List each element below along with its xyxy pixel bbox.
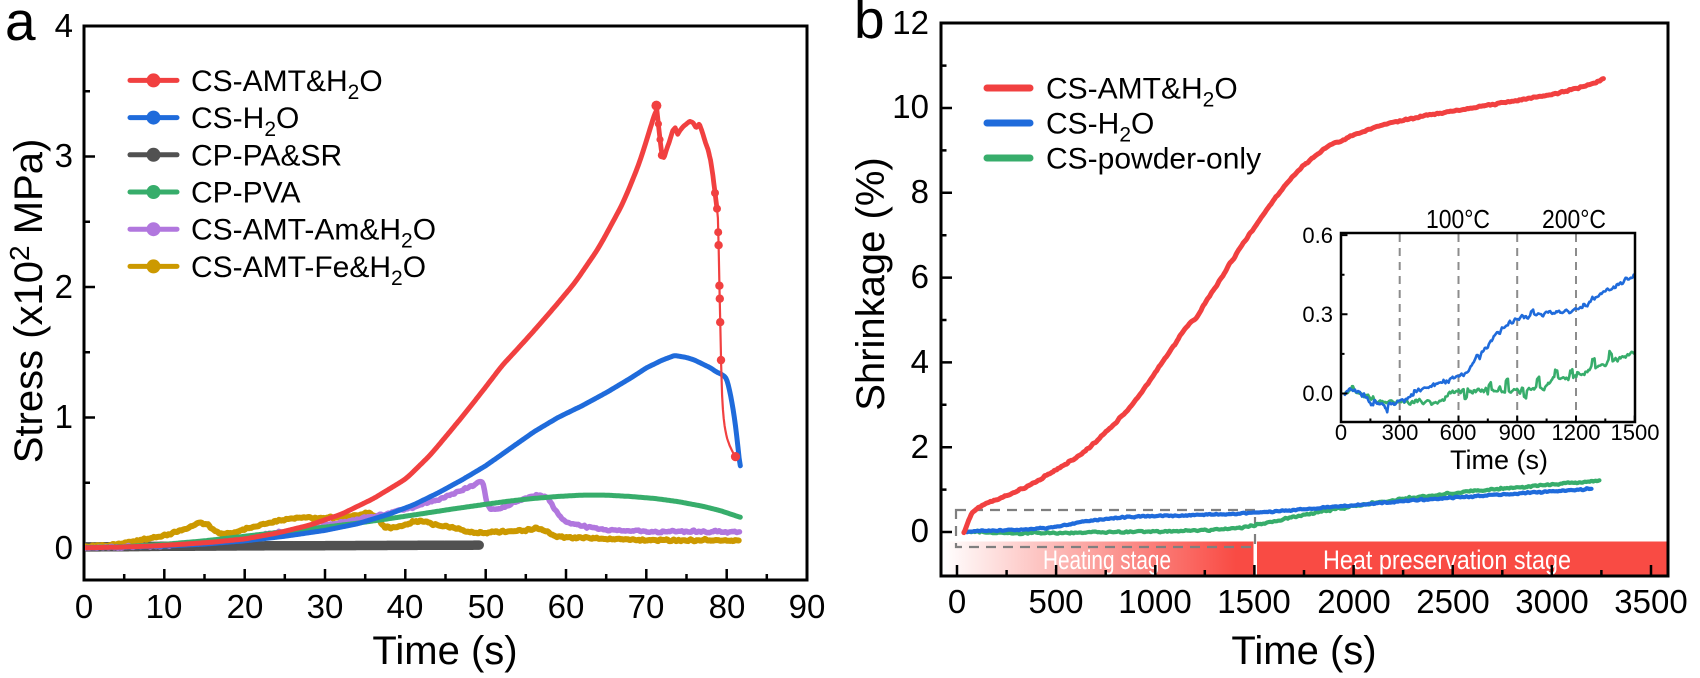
svg-text:CS-H2O: CS-H2O: [1046, 108, 1154, 147]
svg-text:Shrinkage (%): Shrinkage (%): [849, 157, 893, 410]
svg-text:Heat preservation stage: Heat preservation stage: [1323, 545, 1571, 575]
svg-text:1500: 1500: [1217, 583, 1290, 620]
svg-text:300: 300: [1382, 420, 1419, 445]
svg-text:0.0: 0.0: [1302, 381, 1333, 406]
svg-text:1500: 1500: [1611, 420, 1660, 445]
svg-text:CS-H2O: CS-H2O: [191, 102, 299, 141]
svg-text:Stress (x102 MPa): Stress (x102 MPa): [4, 139, 51, 464]
svg-text:500: 500: [1028, 583, 1083, 620]
svg-text:b: b: [854, 0, 885, 50]
svg-text:0: 0: [75, 588, 93, 625]
svg-text:3: 3: [55, 137, 73, 174]
svg-text:0: 0: [55, 529, 73, 566]
svg-text:600: 600: [1440, 420, 1477, 445]
svg-text:50: 50: [468, 588, 505, 625]
svg-text:20: 20: [227, 588, 264, 625]
svg-text:10: 10: [892, 88, 929, 125]
svg-text:200°C: 200°C: [1542, 206, 1606, 234]
svg-text:40: 40: [387, 588, 424, 625]
svg-text:3500: 3500: [1614, 583, 1687, 620]
svg-text:Time (s): Time (s): [1231, 629, 1376, 673]
svg-text:6: 6: [911, 258, 929, 295]
svg-text:100°C: 100°C: [1426, 206, 1490, 234]
svg-text:CS-AMT&H2O: CS-AMT&H2O: [191, 65, 383, 104]
svg-text:2000: 2000: [1317, 583, 1390, 620]
svg-text:a: a: [5, 0, 36, 52]
svg-text:30: 30: [307, 588, 344, 625]
svg-text:0: 0: [911, 512, 929, 549]
svg-text:90: 90: [789, 588, 826, 625]
svg-text:Time (s): Time (s): [1450, 445, 1548, 475]
svg-text:2: 2: [55, 268, 73, 305]
svg-text:1200: 1200: [1552, 420, 1601, 445]
svg-text:0.3: 0.3: [1302, 302, 1333, 327]
svg-text:900: 900: [1499, 420, 1536, 445]
svg-text:4: 4: [55, 7, 73, 44]
svg-text:1000: 1000: [1118, 583, 1191, 620]
svg-text:Heating stage: Heating stage: [1043, 545, 1171, 575]
svg-text:CP-PA&SR: CP-PA&SR: [191, 139, 342, 172]
svg-text:CP-PVA: CP-PVA: [191, 177, 300, 210]
svg-text:0: 0: [1335, 420, 1347, 445]
svg-text:2: 2: [911, 428, 929, 465]
svg-text:70: 70: [628, 588, 665, 625]
svg-text:1: 1: [55, 398, 73, 435]
svg-text:8: 8: [911, 173, 929, 210]
svg-text:CS-AMT-Am&H2O: CS-AMT-Am&H2O: [191, 214, 436, 253]
svg-text:2500: 2500: [1416, 583, 1489, 620]
svg-text:4: 4: [911, 343, 929, 380]
svg-text:Time (s): Time (s): [372, 629, 517, 673]
svg-text:CS-powder-only: CS-powder-only: [1046, 143, 1261, 176]
svg-text:3000: 3000: [1515, 583, 1588, 620]
svg-text:60: 60: [548, 588, 585, 625]
svg-text:CS-AMT-Fe&H2O: CS-AMT-Fe&H2O: [191, 251, 426, 290]
svg-text:80: 80: [709, 588, 746, 625]
svg-text:10: 10: [146, 588, 183, 625]
svg-text:12: 12: [892, 4, 929, 41]
svg-text:0: 0: [948, 583, 966, 620]
svg-text:0.6: 0.6: [1302, 223, 1333, 248]
